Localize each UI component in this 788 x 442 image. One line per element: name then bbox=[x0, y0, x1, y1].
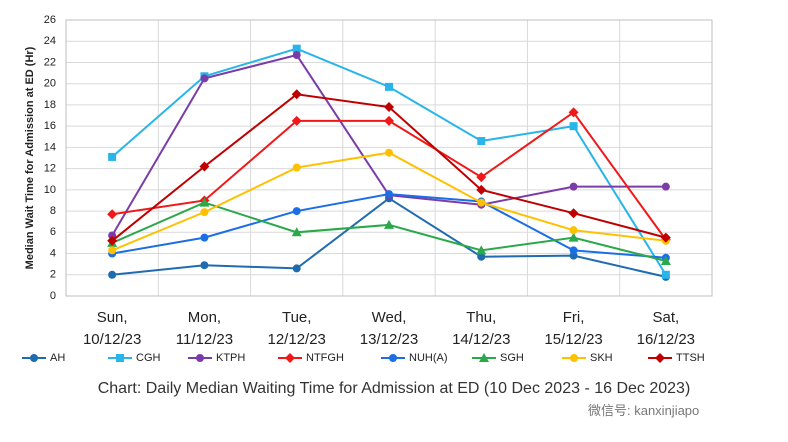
marker bbox=[479, 353, 489, 362]
marker bbox=[570, 354, 578, 362]
marker bbox=[199, 161, 210, 172]
y-axis-title: Median Wait Time for Admission at ED (Hr… bbox=[24, 46, 36, 269]
marker bbox=[385, 190, 393, 199]
legend-label: NTFGH bbox=[306, 352, 344, 364]
marker bbox=[291, 227, 302, 237]
y-tick-label: 22 bbox=[44, 56, 56, 68]
caption: Chart: Daily Median Waiting Time for Adm… bbox=[97, 380, 691, 397]
marker bbox=[285, 353, 295, 363]
x-tick-label: Sun, 10/12/23 bbox=[82, 309, 142, 348]
marker bbox=[569, 226, 578, 235]
y-tick-label: 14 bbox=[44, 141, 56, 153]
marker bbox=[568, 232, 579, 242]
y-tick-label: 0 bbox=[50, 290, 56, 302]
legend-label: KTPH bbox=[216, 352, 245, 364]
x-tick-label: Sat, 16/12/23 bbox=[636, 309, 696, 348]
x-tick-label: Mon, 11/12/23 bbox=[175, 309, 234, 348]
marker bbox=[569, 182, 578, 191]
x-tick-label: Tue, 12/12/23 bbox=[267, 309, 326, 348]
marker bbox=[108, 152, 117, 161]
marker bbox=[384, 115, 394, 126]
marker bbox=[477, 252, 486, 261]
y-tick-label: 12 bbox=[44, 163, 56, 175]
marker bbox=[385, 82, 393, 91]
y-tick-label: 4 bbox=[50, 247, 56, 259]
marker bbox=[476, 172, 487, 183]
y-tick-label: 24 bbox=[44, 35, 56, 47]
marker bbox=[476, 184, 487, 195]
marker bbox=[199, 197, 210, 207]
series-line bbox=[111, 53, 666, 236]
marker bbox=[30, 354, 38, 362]
marker bbox=[385, 148, 393, 157]
marker bbox=[569, 122, 578, 131]
marker bbox=[200, 233, 209, 242]
marker bbox=[660, 232, 671, 243]
legend-label: SGH bbox=[500, 352, 524, 364]
marker bbox=[291, 115, 302, 126]
y-tick-label: 18 bbox=[44, 99, 56, 111]
marker bbox=[200, 261, 209, 270]
marker bbox=[568, 208, 579, 219]
marker bbox=[116, 354, 124, 362]
marker bbox=[196, 354, 204, 362]
legend-label: NUH(A) bbox=[409, 352, 448, 364]
watermark: 微信号: kanxinjiapo bbox=[588, 403, 700, 418]
marker bbox=[291, 89, 302, 100]
marker bbox=[476, 245, 487, 255]
x-tick-label: Thu, 14/12/23 bbox=[452, 309, 511, 348]
legend-label: TTSH bbox=[676, 352, 705, 364]
y-tick-label: 26 bbox=[44, 14, 56, 26]
marker bbox=[292, 163, 301, 172]
marker bbox=[660, 255, 671, 265]
marker bbox=[661, 182, 670, 191]
marker bbox=[200, 74, 209, 83]
x-tick-label: Wed, 13/12/23 bbox=[359, 309, 419, 348]
y-tick-label: 10 bbox=[44, 184, 56, 196]
marker bbox=[384, 219, 394, 229]
x-tick-label: Fri, 15/12/23 bbox=[544, 309, 603, 348]
marker bbox=[200, 208, 209, 217]
marker bbox=[108, 270, 117, 279]
marker bbox=[655, 353, 665, 363]
marker bbox=[107, 235, 118, 246]
marker bbox=[661, 270, 670, 279]
marker bbox=[292, 51, 301, 60]
marker bbox=[477, 137, 486, 146]
marker bbox=[292, 44, 301, 53]
y-tick-label: 2 bbox=[50, 269, 56, 281]
y-tick-label: 20 bbox=[44, 78, 56, 90]
marker bbox=[108, 246, 117, 255]
legend-label: SKH bbox=[590, 352, 613, 364]
marker bbox=[292, 264, 301, 273]
marker bbox=[569, 246, 578, 255]
marker bbox=[389, 354, 397, 362]
marker bbox=[384, 102, 394, 113]
marker bbox=[108, 231, 117, 240]
legend-label: AH bbox=[50, 352, 65, 364]
marker bbox=[107, 209, 118, 220]
marker bbox=[568, 107, 579, 118]
y-tick-label: 6 bbox=[50, 226, 56, 238]
series-line bbox=[112, 197, 667, 278]
marker bbox=[477, 198, 486, 207]
y-tick-label: 16 bbox=[44, 120, 56, 132]
plot-border bbox=[65, 19, 713, 297]
y-tick-label: 8 bbox=[50, 205, 56, 217]
legend-label: CGH bbox=[136, 352, 161, 364]
marker bbox=[292, 207, 301, 216]
